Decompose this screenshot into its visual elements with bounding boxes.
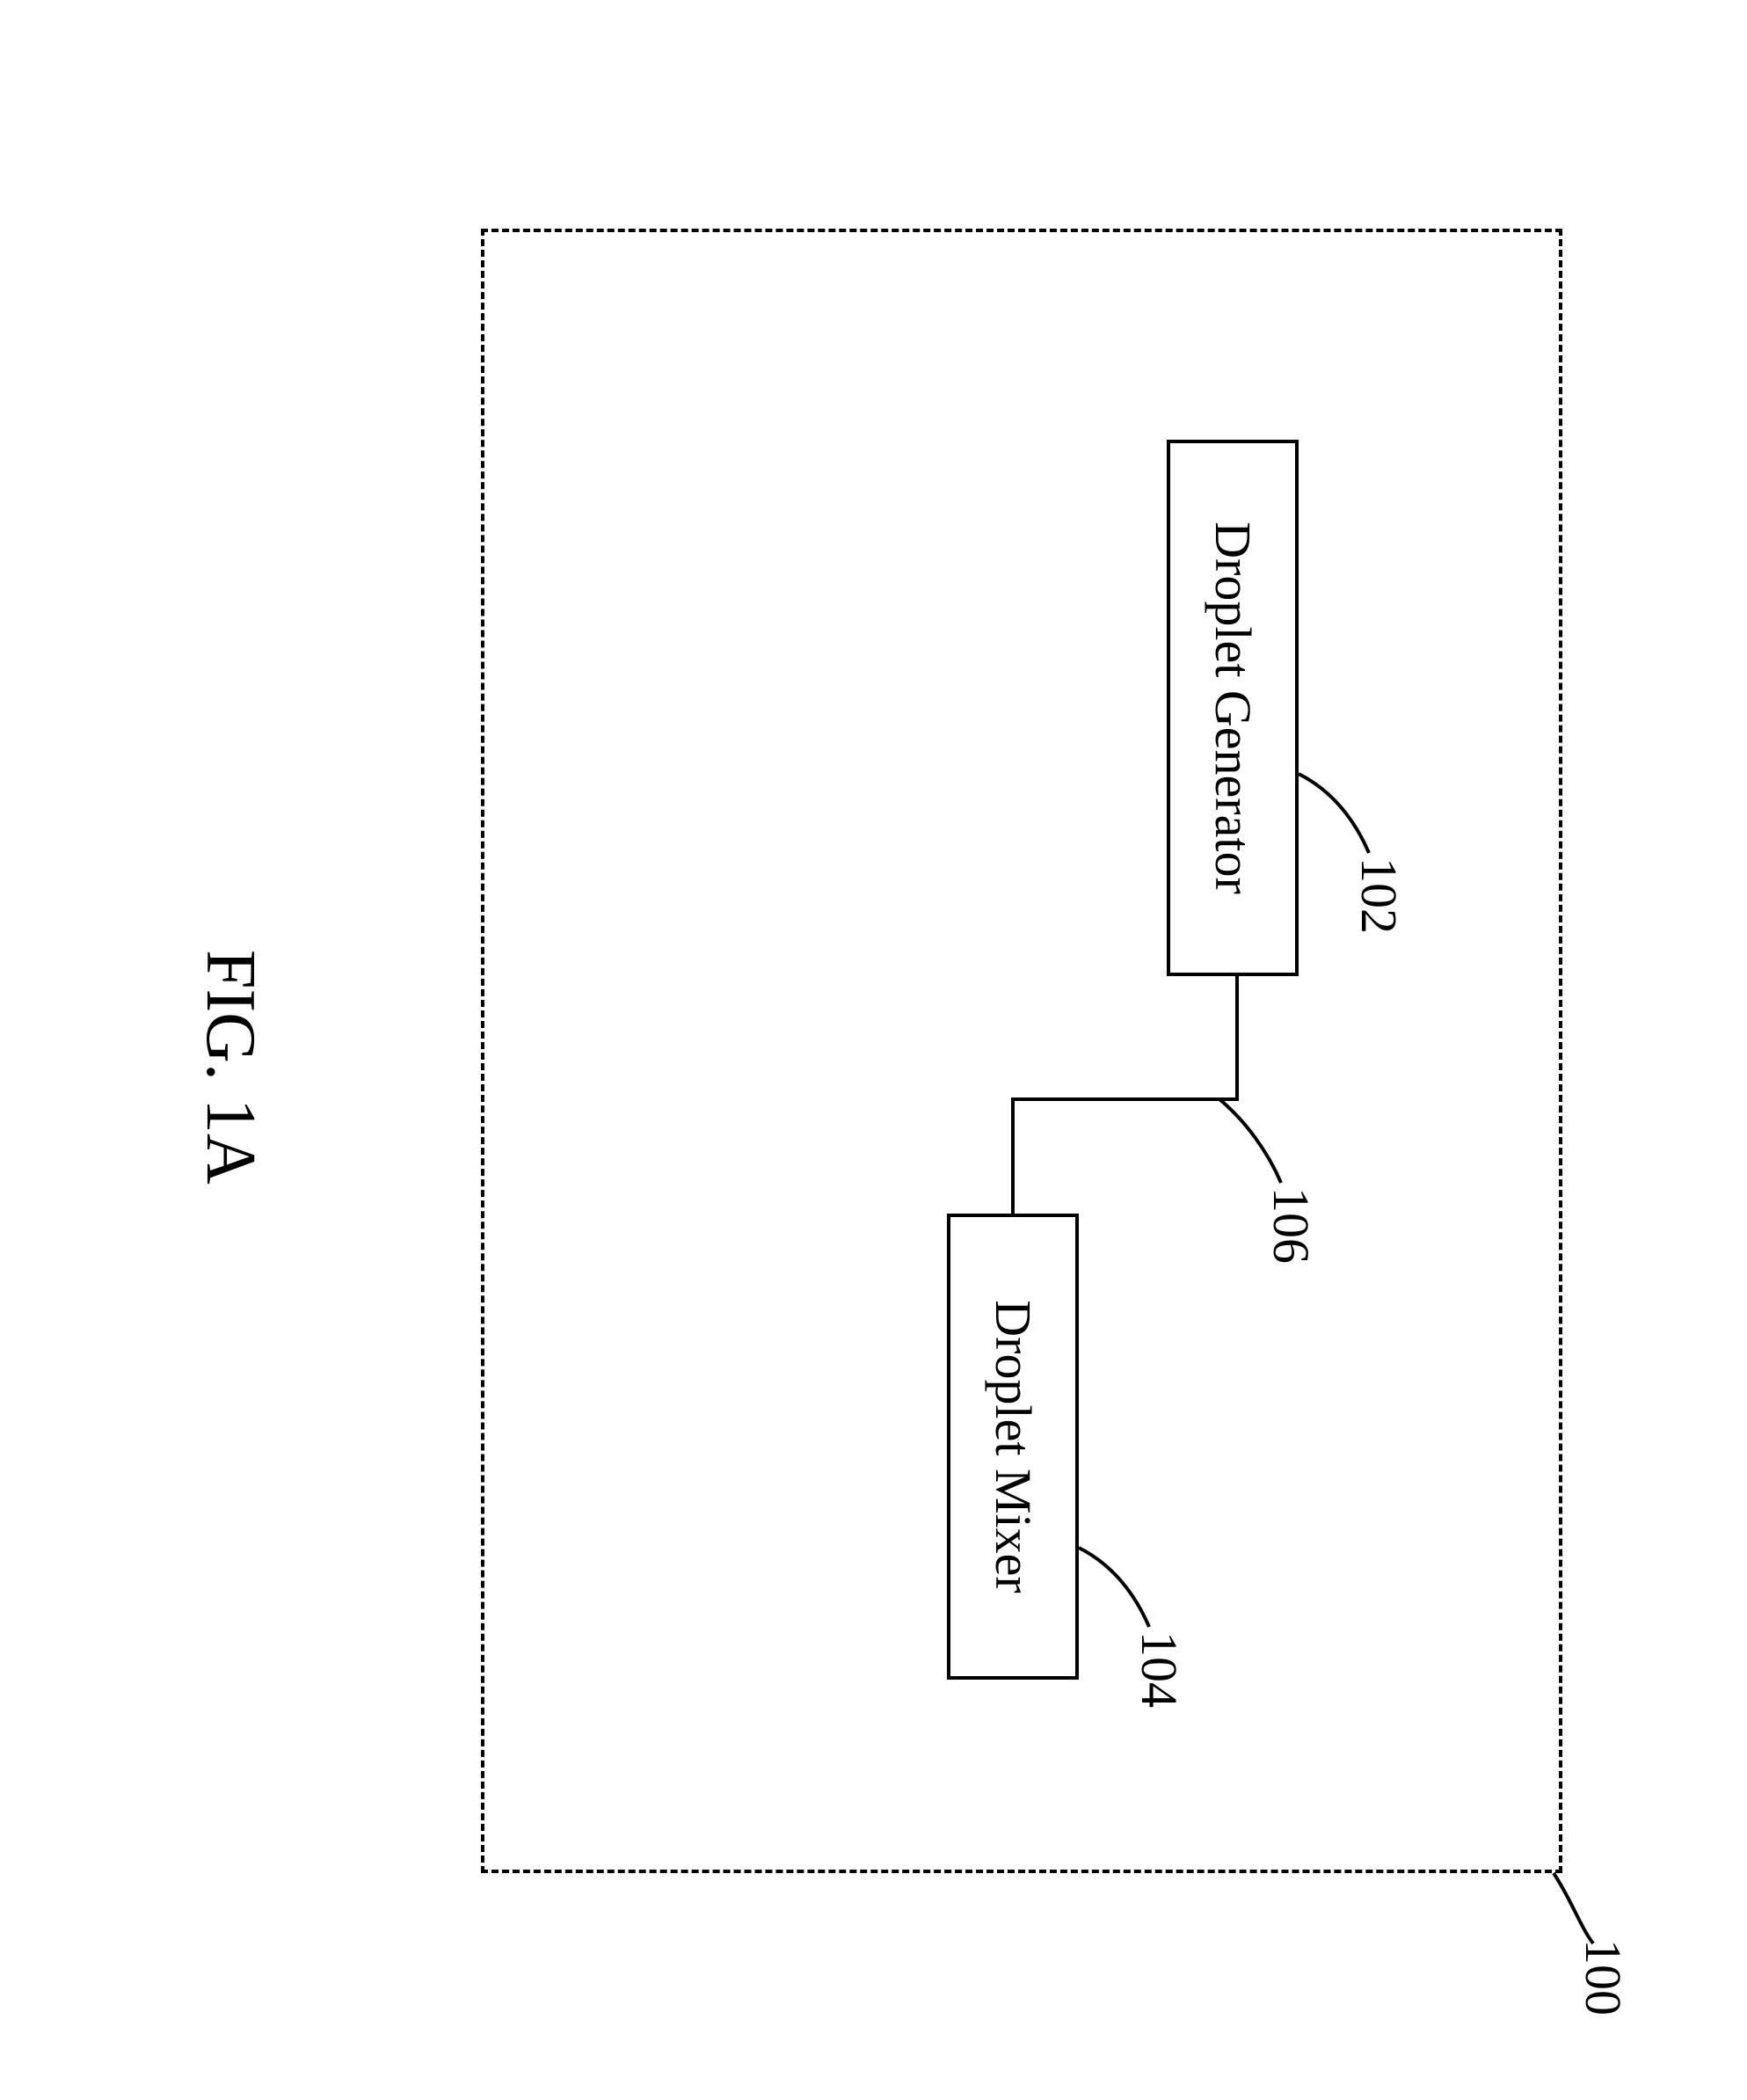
ref-104: 104 [1130,1631,1189,1708]
diagram-rotated-stage: Droplet Generator Droplet Mixer 100 102 … [0,0,1747,1747]
page: Droplet Generator Droplet Mixer 100 102 … [0,0,1747,2100]
ref-106: 106 [1262,1187,1321,1264]
ref-100: 100 [1574,1939,1633,2016]
ref-102: 102 [1350,857,1409,934]
figure-caption: FIG. 1A [190,950,270,1185]
